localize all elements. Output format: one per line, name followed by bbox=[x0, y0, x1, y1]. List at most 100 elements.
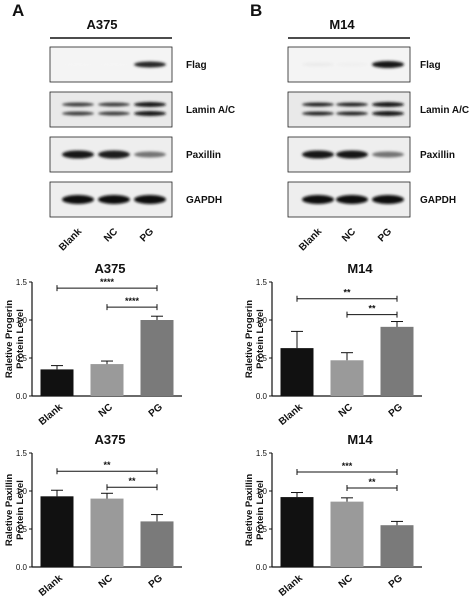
significance-label: ** bbox=[103, 460, 111, 470]
blot-flag: Flag bbox=[287, 46, 441, 83]
bar-pg bbox=[380, 326, 414, 396]
band bbox=[98, 63, 130, 66]
bar-nc bbox=[90, 364, 124, 396]
lane-label: Blank bbox=[297, 226, 324, 253]
blot-lamin-a-c: Lamin A/C bbox=[49, 91, 235, 128]
blot-frame bbox=[49, 91, 173, 128]
blot-flag: Flag bbox=[49, 46, 207, 83]
cell-line-title: A375 bbox=[86, 17, 117, 32]
lane-label: NC bbox=[340, 226, 358, 244]
band bbox=[98, 150, 130, 159]
y-tick-label: 1.0 bbox=[16, 487, 28, 496]
blot-paxillin: Paxillin bbox=[49, 136, 221, 173]
y-tick-label: 0.0 bbox=[256, 392, 268, 401]
blot-label: Flag bbox=[420, 60, 441, 71]
band bbox=[302, 150, 334, 159]
blot-label: Lamin A/C bbox=[186, 105, 235, 116]
lane-label: PG bbox=[138, 226, 156, 244]
y-axis-label: Protein Level bbox=[255, 480, 266, 540]
x-tick-label: Blank bbox=[277, 402, 305, 428]
y-tick-label: 0.5 bbox=[16, 525, 28, 534]
significance-label: ** bbox=[368, 304, 376, 314]
bar-blank bbox=[280, 348, 314, 396]
band bbox=[134, 61, 166, 68]
band bbox=[62, 111, 94, 116]
band bbox=[372, 151, 404, 158]
blot-label: Lamin A/C bbox=[420, 105, 469, 116]
bar-chart-4: M14 Raletive Paxillin Protein Level 0.0 0.5 1… bbox=[244, 432, 422, 598]
y-tick-label: 0.5 bbox=[256, 354, 268, 363]
band bbox=[134, 151, 166, 158]
band bbox=[302, 102, 334, 107]
bar-pg bbox=[140, 320, 174, 396]
chart-title: A375 bbox=[94, 261, 125, 276]
lane-label: PG bbox=[376, 226, 394, 244]
band bbox=[372, 102, 404, 107]
band bbox=[302, 195, 334, 204]
blot-label: GAPDH bbox=[186, 195, 222, 206]
y-tick-label: 0.0 bbox=[256, 563, 268, 572]
y-axis-label: Raletive Progerin bbox=[4, 300, 15, 378]
blot-panel-m14: B M14 Flag Lamin A/C Paxillin GAPDH Blank NC PG bbox=[250, 1, 469, 253]
western-blot-panels: A A375 Flag Lamin A/C Paxillin GAPDH Blank NC PG… bbox=[12, 1, 469, 253]
y-tick-label: 1.0 bbox=[256, 316, 268, 325]
band bbox=[336, 62, 368, 67]
chart-title: M14 bbox=[347, 432, 373, 447]
y-axis-label: Raletive Paxillin bbox=[244, 474, 255, 547]
bar-blank bbox=[40, 369, 74, 396]
y-axis-label: Protein Level bbox=[15, 480, 26, 540]
x-tick-label: Blank bbox=[37, 573, 65, 598]
bar-chart-3: A375 Raletive Paxillin Protein Level 0.0 0.5… bbox=[4, 432, 182, 598]
x-tick-label: PG bbox=[147, 573, 165, 591]
band bbox=[302, 111, 334, 116]
y-tick-label: 1.5 bbox=[256, 449, 268, 458]
lane-label: Blank bbox=[57, 226, 84, 253]
cell-line-title: M14 bbox=[329, 17, 355, 32]
blot-frame bbox=[287, 91, 411, 128]
y-tick-label: 0.0 bbox=[16, 392, 28, 401]
y-tick-label: 1.5 bbox=[16, 449, 28, 458]
bar-blank bbox=[280, 497, 314, 567]
bar-blank bbox=[40, 496, 74, 567]
blot-label: Paxillin bbox=[420, 150, 455, 161]
y-axis-label: Protein Level bbox=[255, 309, 266, 369]
significance-label: *** bbox=[342, 461, 353, 471]
blot-label: Flag bbox=[186, 60, 207, 71]
chart-title: M14 bbox=[347, 261, 373, 276]
band bbox=[336, 195, 368, 204]
y-axis-label: Raletive Progerin bbox=[244, 300, 255, 378]
band bbox=[98, 195, 130, 204]
bar-chart-2: M14 Raletive Progerin Protein Level 0.0 0.5 1… bbox=[244, 261, 422, 428]
significance-label: **** bbox=[125, 296, 140, 306]
significance-label: **** bbox=[100, 277, 115, 287]
blot-gapdh: GAPDH bbox=[287, 181, 456, 218]
x-tick-label: Blank bbox=[277, 573, 305, 598]
chart-title: A375 bbox=[94, 432, 125, 447]
y-tick-label: 1.5 bbox=[256, 278, 268, 287]
bar-nc bbox=[330, 360, 364, 396]
significance-label: ** bbox=[343, 288, 351, 298]
y-axis-label: Raletive Paxillin bbox=[4, 474, 15, 547]
bar-nc bbox=[90, 498, 124, 567]
band bbox=[336, 150, 368, 159]
bar-chart-1: A375 Raletive Progerin Protein Level 0.0 0.5… bbox=[4, 261, 182, 428]
bar-pg bbox=[140, 521, 174, 567]
band bbox=[98, 102, 130, 107]
blot-gapdh: GAPDH bbox=[49, 181, 222, 218]
bar-pg bbox=[380, 525, 414, 567]
band bbox=[134, 111, 166, 116]
blot-label: Paxillin bbox=[186, 150, 221, 161]
x-tick-label: NC bbox=[337, 573, 355, 591]
x-tick-label: NC bbox=[337, 402, 355, 420]
y-tick-label: 0.5 bbox=[256, 525, 268, 534]
x-tick-label: NC bbox=[97, 573, 115, 591]
x-tick-label: NC bbox=[97, 402, 115, 420]
x-tick-label: PG bbox=[147, 402, 165, 420]
y-tick-label: 1.0 bbox=[16, 316, 28, 325]
band bbox=[98, 111, 130, 116]
x-tick-label: Blank bbox=[37, 402, 65, 428]
y-axis-label: Protein Level bbox=[15, 309, 26, 369]
bar-nc bbox=[330, 501, 364, 567]
